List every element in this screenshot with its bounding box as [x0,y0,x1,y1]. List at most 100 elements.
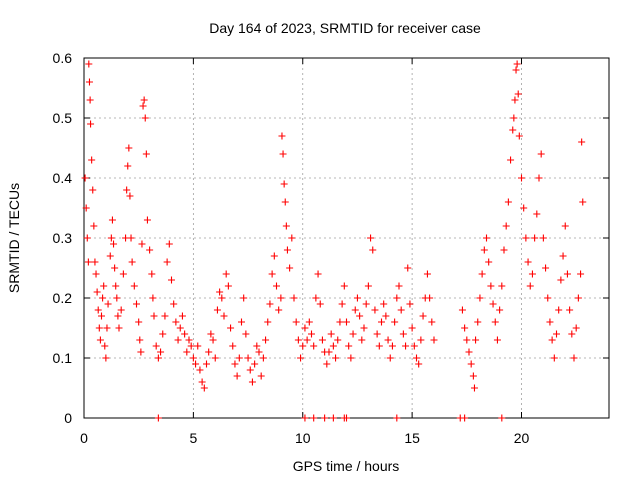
data-point [537,150,545,158]
data-point [360,324,368,332]
data-point [402,342,410,350]
data-point [209,336,217,344]
data-point [152,342,160,350]
data-point [280,180,288,188]
data-point [343,318,350,326]
data-point [251,360,259,368]
data-point [140,96,148,104]
data-point [139,102,147,110]
data-point [535,174,543,182]
data-point [135,318,143,326]
data-point [227,324,235,332]
data-point [384,336,392,344]
data-point [143,216,151,224]
data-point [279,150,287,158]
data-point [174,336,182,344]
data-point [146,246,154,254]
data-point [474,318,482,326]
data-point [476,294,484,302]
data-point [351,306,359,314]
data-point [148,270,156,278]
data-point [183,348,191,356]
data-point [92,270,100,278]
data-point [563,270,571,278]
data-point [520,204,528,212]
data-point [84,258,92,266]
x-tick-label: 15 [404,430,420,446]
data-point [178,312,186,320]
y-tick-label: 0.5 [53,110,73,126]
data-point [185,336,193,344]
data-point [498,414,506,422]
data-point [463,336,471,344]
data-point [314,270,322,278]
data-point [137,348,145,356]
data-point [539,234,547,242]
data-point [386,354,394,362]
data-point [138,240,146,248]
data-point [216,288,224,296]
data-point [485,258,493,266]
data-point [283,246,291,254]
data-point [224,282,232,290]
data-point [480,246,488,254]
data-point [579,198,587,206]
data-point [327,330,335,338]
data-point [154,354,162,362]
data-point [428,318,436,326]
data-point [391,318,399,326]
data-point [423,270,431,278]
data-point [203,360,210,368]
data-point [126,192,134,200]
data-point [165,240,173,248]
data-point [127,234,135,242]
data-point [382,312,390,320]
data-point [299,342,307,350]
data-point [290,294,298,302]
data-point [487,282,495,290]
data-point [470,384,478,392]
data-point [325,348,333,356]
data-point [222,270,230,278]
data-point [196,366,204,374]
data-point [504,198,512,206]
data-point [112,282,120,290]
y-tick-label: 0.1 [53,350,73,366]
data-point [157,348,165,356]
data-point [458,306,466,314]
data-point [303,336,311,344]
data-point [244,354,252,362]
data-point [531,234,539,242]
data-point [577,270,585,278]
data-point [358,336,366,344]
data-point [98,312,105,320]
data-point [125,144,133,152]
data-point [340,282,348,290]
y-tick-label: 0.2 [53,290,73,306]
data-point [491,318,499,326]
data-point [110,240,118,248]
data-point [512,66,520,74]
data-point [119,270,127,278]
data-point [286,264,294,272]
data-point [264,318,272,326]
data-point [235,354,243,362]
data-point [124,162,132,170]
data-point [88,156,96,164]
data-points [81,60,587,422]
data-point [338,300,346,308]
data-point [194,342,202,350]
data-point [557,276,565,284]
data-point [238,318,245,326]
data-point [95,324,103,332]
data-point [553,330,560,338]
data-point [86,96,94,104]
data-point [561,222,569,230]
data-point [310,414,318,422]
data-point [255,348,263,356]
data-point [111,264,119,272]
data-point [231,360,239,368]
data-point [510,114,518,122]
y-tick-label: 0.6 [53,50,73,66]
data-point [248,378,256,386]
